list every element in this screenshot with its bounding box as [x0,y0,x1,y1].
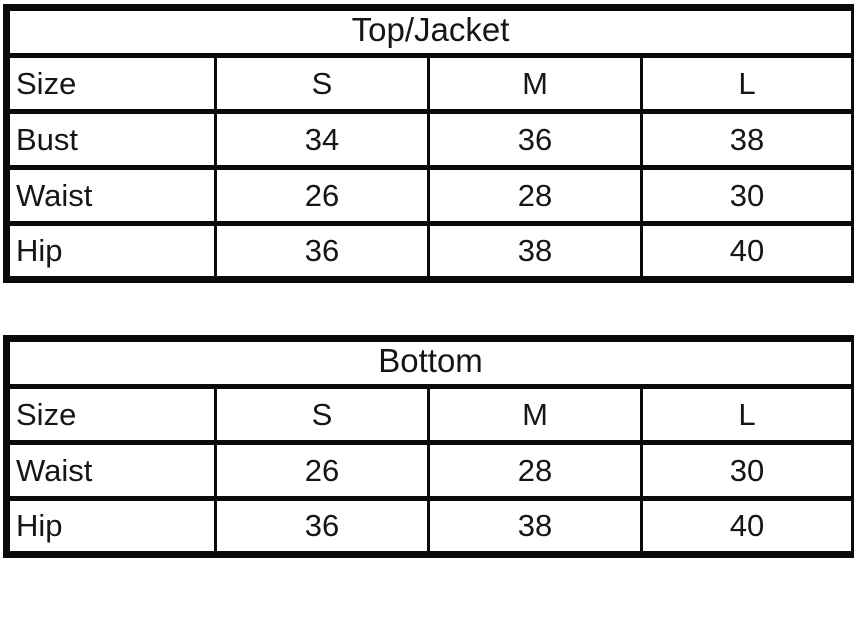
row-label: Waist [5,165,217,226]
value-cell: 28 [427,440,643,501]
table-title: Top/Jacket [5,5,854,58]
header-cell-m: M [427,53,643,114]
bottom-size-table: Bottom Size S M L Waist 26 28 30 Hip 36 … [3,335,854,558]
header-cell-s: S [214,384,430,445]
value-cell: 40 [640,221,854,282]
value-cell: 38 [427,496,643,557]
value-cell: 30 [640,165,854,226]
value-cell: 36 [214,496,430,557]
value-cell: 38 [640,109,854,170]
table-row-hip: Hip 36 38 40 [5,221,854,282]
table-header-row: Size S M L [5,384,854,445]
top-jacket-size-table: Top/Jacket Size S M L Bust 34 36 38 Wais… [3,4,854,283]
header-cell-size: Size [5,384,217,445]
value-cell: 36 [427,109,643,170]
header-cell-l: L [640,53,854,114]
value-cell: 36 [214,221,430,282]
header-cell-l: L [639,384,854,445]
table-header-row: Size S M L [5,53,854,114]
table-row-hip: Hip 36 38 40 [5,496,854,557]
value-cell: 26 [214,440,430,501]
table-title: Bottom [4,336,854,389]
table-title-row: Bottom [4,336,854,389]
value-cell: 38 [427,221,643,282]
value-cell: 34 [214,109,430,170]
table-row-waist: Waist 26 28 30 [5,165,854,226]
value-cell: 30 [639,440,854,501]
value-cell: 26 [214,165,430,226]
row-label: Hip [5,221,217,282]
row-label: Bust [5,109,217,170]
row-label: Hip [5,496,217,557]
value-cell: 40 [639,496,854,557]
table-row-waist: Waist 26 28 30 [5,440,854,501]
header-cell-m: M [427,384,643,445]
row-label: Waist [5,440,217,501]
value-cell: 28 [427,165,643,226]
header-cell-s: S [214,53,430,114]
table-row-bust: Bust 34 36 38 [5,109,854,170]
table-title-row: Top/Jacket [5,5,854,58]
header-cell-size: Size [5,53,217,114]
